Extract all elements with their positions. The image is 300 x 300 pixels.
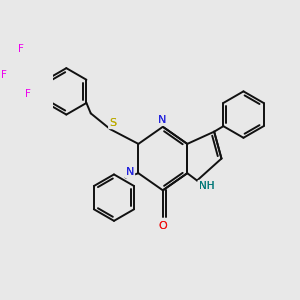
Text: S: S (109, 118, 116, 128)
Text: S: S (109, 118, 116, 128)
Text: N: N (158, 115, 166, 125)
Text: NH: NH (199, 181, 214, 191)
Text: N: N (126, 167, 134, 177)
Text: S: S (109, 118, 116, 128)
Text: F: F (25, 89, 31, 99)
Text: N: N (158, 115, 166, 125)
Text: O: O (158, 221, 167, 231)
Text: N: N (126, 167, 134, 177)
Text: O: O (158, 221, 167, 231)
Text: N: N (158, 115, 166, 125)
Text: NH: NH (199, 181, 214, 191)
Text: F: F (1, 70, 6, 80)
Text: F: F (18, 44, 23, 54)
Text: NH: NH (199, 181, 214, 191)
Text: O: O (158, 221, 167, 231)
Text: N: N (126, 167, 134, 177)
